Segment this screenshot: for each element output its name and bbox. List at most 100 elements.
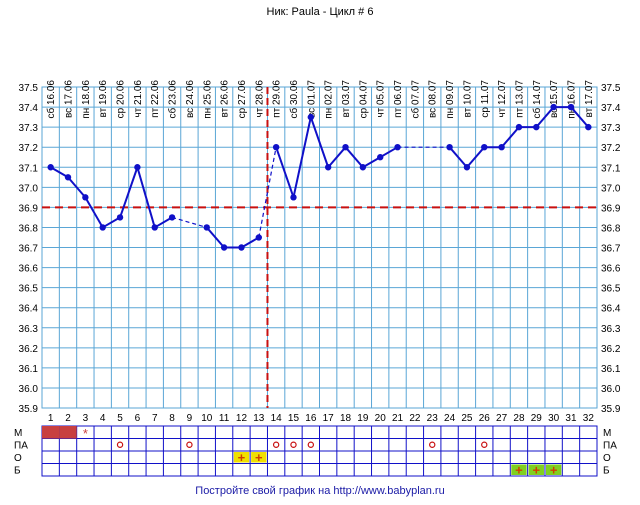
intercourse-mark [307,441,315,448]
data-point [134,164,141,171]
y-tick-left: 37.5 [19,83,39,94]
day-number: 28 [513,413,525,424]
date-label: сб 07.07 [409,80,421,119]
row-label-left: М [14,428,22,439]
date-label: вт 17.07 [584,80,595,118]
day-number: 10 [201,413,213,424]
series-segment [154,216,173,229]
data-point [272,143,280,151]
day-number: 18 [340,413,352,424]
day-number: 31 [565,413,577,424]
row-label-right: Б [603,466,610,477]
series-segment [240,236,260,249]
series-segment [292,116,312,198]
day-number: 4 [100,413,106,424]
y-tick-right: 36.8 [601,223,621,234]
y-tick-labels: 37.5 37.5 37.4 37.4 37.3 37.3 37.2 37.2 37.1 37.1… [19,83,621,415]
y-tick-left: 36.4 [19,304,39,315]
series-segment [466,146,486,168]
data-point [203,224,210,231]
row-label-right: ПА [603,441,617,452]
data-point [324,164,332,171]
y-tick-right: 37.2 [601,143,621,154]
data-point [446,143,453,151]
day-number: 2 [65,413,71,424]
day-number: 14 [271,413,283,424]
data-point [342,143,349,151]
data-point [463,164,471,171]
data-point [151,224,158,231]
symptom-table: М М*ПА ПАО О+ +Б Б+ + + [14,425,617,478]
date-label: пн 09.07 [445,80,456,119]
y-tick-left: 36.1 [19,364,39,375]
data-point [82,194,89,201]
date-label: сб 16.06 [45,80,57,119]
data-point [515,123,523,131]
data-point [533,123,540,131]
day-number: 16 [305,413,317,424]
date-label: вт 19.06 [98,80,109,118]
y-tick-right: 37.1 [601,163,621,174]
y-tick-right: 36.4 [601,304,621,315]
chart-title: Ник: Paula - Цикл # 6 [267,6,374,18]
footer: Постройте свой график на http://www.baby… [0,485,640,497]
data-point [168,214,176,221]
spotting-mark: * [83,426,88,441]
test-positive-cell [545,464,562,475]
y-tick-left: 36.2 [19,344,39,355]
day-number: 11 [219,413,230,424]
day-number: 23 [427,413,439,424]
y-tick-left: 35.9 [19,404,39,415]
series-segment [327,146,347,168]
test-positive-cell [251,452,267,463]
date-label: пт 22.06 [150,80,161,118]
day-number: 5 [117,413,123,424]
y-tick-left: 36.8 [19,223,39,234]
series-segment [275,146,295,198]
date-label: пт 29.06 [272,80,283,118]
footer-link[interactable]: http://www.babyplan.ru [333,485,445,497]
row-label-left: О [14,453,22,464]
day-number: 19 [357,413,369,424]
day-number: 27 [496,413,508,424]
intercourse-mark [272,441,280,448]
data-point [377,154,384,161]
test-positive-mark: + [238,450,246,465]
data-point [307,113,315,121]
y-tick-left: 36.3 [19,324,39,335]
data-point [498,143,505,151]
series-segment-dashed [171,216,207,229]
y-tick-right: 37.4 [601,103,621,114]
data-point [64,174,72,181]
date-label: пн 18.06 [81,80,92,119]
date-label: пн 02.07 [324,80,335,119]
test-positive-mark: + [533,463,541,478]
date-label: ср 11.07 [480,80,491,118]
intercourse-mark [290,441,297,448]
row-label-left: ПА [14,441,28,452]
y-tick-left: 36.7 [19,244,39,255]
data-point [47,164,54,171]
data-point [359,164,367,171]
test-positive-mark: + [515,463,523,478]
data-point [238,244,245,251]
date-label: чт 28.06 [254,80,265,118]
y-tick-right: 36.3 [601,324,621,335]
series-segment [136,166,156,228]
series-segment [102,216,121,229]
day-number: 8 [169,413,175,424]
series-segment [67,176,87,198]
y-tick-left: 37.1 [19,163,39,174]
menses-bar [42,426,60,439]
y-tick-right: 37.3 [601,123,621,134]
date-label: вт 26.06 [220,80,231,118]
y-tick-right: 37.5 [601,83,621,94]
y-tick-left: 37.0 [19,183,39,194]
data-point [290,194,297,201]
data-point [585,123,592,131]
day-number: 22 [409,413,421,424]
test-positive-cell [528,464,544,475]
series-segment [84,196,104,228]
y-tick-left: 36.6 [19,264,39,275]
date-label: сб 30.06 [288,80,300,119]
